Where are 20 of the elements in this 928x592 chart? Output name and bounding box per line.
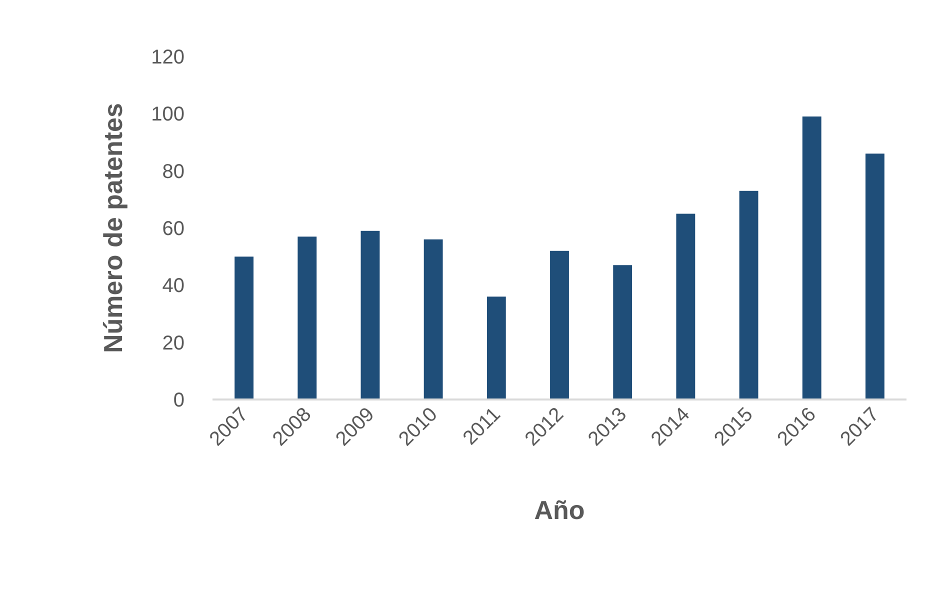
y-tick-label: 100 <box>151 104 185 126</box>
bar <box>739 190 758 400</box>
bar <box>298 236 317 400</box>
bar <box>613 265 632 400</box>
y-tick-label: 60 <box>162 218 185 240</box>
bar <box>486 296 506 400</box>
y-tick-label: 120 <box>151 46 185 68</box>
bar <box>234 256 254 400</box>
y-tick-label: 40 <box>162 275 185 298</box>
bar <box>550 250 569 400</box>
bar <box>802 116 822 400</box>
y-tick-label: 80 <box>162 160 185 183</box>
x-axis-title: Año <box>534 494 585 525</box>
y-tick-label: 20 <box>162 332 185 354</box>
bar <box>676 214 696 400</box>
bar <box>360 230 380 400</box>
y-axis-title: Número de patentes <box>98 103 128 353</box>
bar <box>865 154 884 400</box>
y-tick-label: 0 <box>173 390 184 412</box>
bar <box>424 239 443 400</box>
